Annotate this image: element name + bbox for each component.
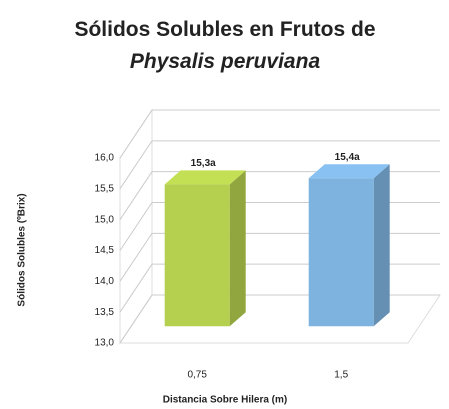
y-tick-label: 15,0 bbox=[95, 214, 115, 225]
bar bbox=[308, 164, 390, 327]
y-tick-label: 16,0 bbox=[95, 153, 115, 164]
title-species: Physalis peruviana bbox=[129, 50, 321, 73]
grid-line bbox=[119, 140, 440, 190]
bar-top bbox=[308, 164, 390, 179]
y-tick-label: 15,5 bbox=[95, 183, 115, 194]
chart-title: Sólidos Solubles en Frutos de Physalis p… bbox=[40, 14, 410, 78]
bar-top bbox=[164, 170, 246, 185]
value-label: 15,4a bbox=[335, 152, 360, 163]
y-tick-label: 13,5 bbox=[95, 307, 115, 318]
value-label: 15,3a bbox=[191, 158, 216, 169]
y-tick-label: 14,0 bbox=[95, 276, 115, 287]
bar-side bbox=[373, 164, 390, 327]
bar-front bbox=[164, 184, 230, 327]
y-tick-label: 14,5 bbox=[95, 245, 115, 256]
title-text: Sólidos Solubles en Frutos de bbox=[74, 18, 376, 41]
y-tick-label: 13,0 bbox=[95, 338, 115, 349]
x-tick-label: 0,75 bbox=[187, 370, 207, 381]
bar bbox=[164, 170, 246, 327]
x-tick-label: 1,5 bbox=[334, 370, 348, 381]
grid-line bbox=[119, 109, 440, 159]
y-axis-label: Sólidos Solubles (ºBrix) bbox=[17, 193, 28, 306]
x-axis-label: Distancia Sobre Hilera (m) bbox=[163, 395, 287, 406]
bar-side bbox=[229, 170, 246, 327]
bar-front bbox=[308, 178, 374, 327]
